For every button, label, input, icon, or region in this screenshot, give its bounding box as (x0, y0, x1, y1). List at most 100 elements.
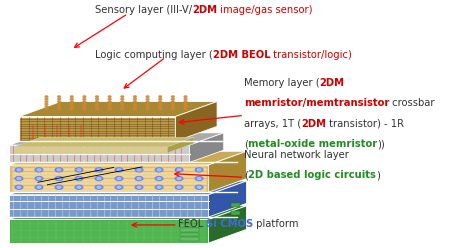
Circle shape (117, 186, 121, 188)
Text: memristor/memtransistor: memristor/memtransistor (244, 98, 390, 108)
Text: 2DM: 2DM (192, 5, 217, 15)
Polygon shape (9, 165, 209, 192)
FancyBboxPatch shape (231, 203, 240, 207)
Circle shape (17, 178, 21, 180)
Circle shape (45, 98, 48, 100)
FancyBboxPatch shape (180, 237, 199, 241)
Circle shape (121, 98, 124, 100)
Circle shape (195, 185, 203, 189)
Polygon shape (9, 145, 190, 162)
Circle shape (134, 103, 137, 105)
Circle shape (155, 185, 163, 189)
Text: FEOL: FEOL (178, 219, 206, 229)
Polygon shape (167, 137, 194, 153)
Circle shape (117, 169, 121, 171)
Circle shape (58, 103, 61, 105)
Circle shape (70, 96, 73, 97)
Circle shape (121, 96, 124, 97)
Circle shape (172, 108, 174, 110)
Circle shape (75, 168, 83, 172)
Circle shape (146, 101, 149, 102)
Circle shape (95, 168, 103, 172)
Text: (: ( (244, 170, 248, 180)
Circle shape (96, 98, 99, 100)
Circle shape (184, 103, 187, 105)
Text: Logic computing layer (: Logic computing layer ( (95, 50, 212, 60)
Circle shape (146, 108, 149, 110)
Circle shape (83, 108, 86, 110)
Circle shape (172, 98, 174, 100)
Circle shape (146, 96, 149, 97)
Circle shape (108, 96, 111, 97)
Circle shape (45, 106, 48, 107)
Circle shape (75, 185, 83, 189)
Circle shape (96, 106, 99, 107)
Circle shape (70, 101, 73, 102)
Polygon shape (209, 151, 246, 192)
Circle shape (121, 106, 124, 107)
Text: transistor/logic): transistor/logic) (270, 50, 352, 60)
Circle shape (55, 168, 63, 172)
Circle shape (70, 103, 73, 105)
Circle shape (57, 169, 61, 171)
Circle shape (58, 106, 61, 107)
Circle shape (108, 101, 111, 102)
Circle shape (55, 177, 63, 181)
Circle shape (97, 178, 101, 180)
Circle shape (197, 178, 201, 180)
Polygon shape (9, 219, 209, 243)
Circle shape (108, 103, 111, 105)
Polygon shape (19, 102, 217, 117)
Circle shape (96, 108, 99, 110)
FancyBboxPatch shape (180, 228, 199, 232)
Circle shape (184, 96, 187, 97)
Circle shape (195, 177, 203, 181)
Circle shape (83, 98, 86, 100)
Circle shape (75, 177, 83, 181)
Circle shape (97, 169, 101, 171)
Circle shape (155, 168, 163, 172)
Polygon shape (14, 137, 194, 147)
Circle shape (134, 101, 137, 102)
Circle shape (159, 96, 162, 97)
Circle shape (55, 185, 63, 189)
Circle shape (37, 169, 41, 171)
Polygon shape (9, 181, 246, 195)
Polygon shape (9, 133, 224, 145)
Circle shape (58, 98, 61, 100)
Text: ): ) (376, 170, 380, 180)
Polygon shape (9, 195, 209, 217)
Circle shape (37, 178, 41, 180)
Circle shape (146, 103, 149, 105)
Circle shape (155, 177, 163, 181)
Circle shape (57, 178, 61, 180)
Circle shape (83, 101, 86, 102)
Circle shape (96, 96, 99, 97)
Circle shape (177, 178, 181, 180)
Text: Neural network layer: Neural network layer (244, 150, 349, 160)
Circle shape (45, 103, 48, 105)
Circle shape (172, 96, 174, 97)
Circle shape (115, 185, 123, 189)
Circle shape (95, 177, 103, 181)
Circle shape (45, 108, 48, 110)
Circle shape (197, 169, 201, 171)
Circle shape (175, 177, 183, 181)
Text: arrays, 1T (: arrays, 1T ( (244, 119, 301, 129)
Circle shape (83, 106, 86, 107)
Circle shape (70, 106, 73, 107)
Circle shape (197, 186, 201, 188)
Circle shape (135, 185, 143, 189)
Circle shape (17, 186, 21, 188)
Circle shape (108, 98, 111, 100)
Circle shape (108, 106, 111, 107)
Circle shape (137, 186, 141, 188)
Circle shape (58, 101, 61, 102)
Text: 2DM: 2DM (301, 119, 326, 129)
Text: 2D based logic circuits: 2D based logic circuits (248, 170, 376, 180)
Circle shape (159, 106, 162, 107)
Text: Memory layer (: Memory layer ( (244, 78, 320, 88)
Circle shape (134, 106, 137, 107)
Circle shape (195, 168, 203, 172)
Text: image/gas sensor): image/gas sensor) (217, 5, 312, 15)
